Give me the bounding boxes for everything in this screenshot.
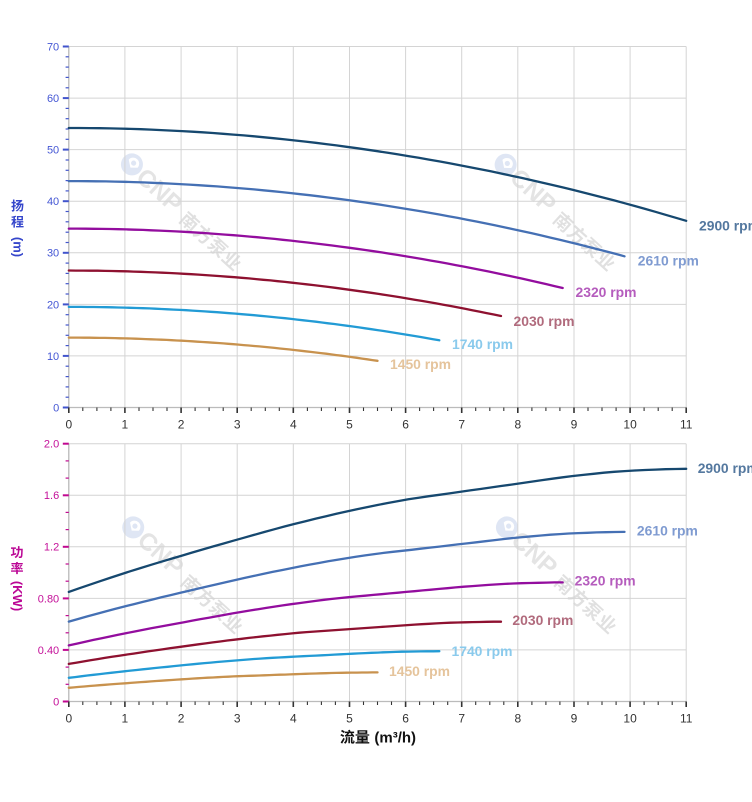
svg-text:5: 5 [346,418,353,432]
svg-text:2320 rpm: 2320 rpm [575,573,636,589]
svg-text:50: 50 [47,145,59,157]
svg-text:2030 rpm: 2030 rpm [512,612,573,628]
svg-text:5: 5 [346,712,353,726]
svg-text:7: 7 [458,418,465,432]
svg-text:1740 rpm: 1740 rpm [452,643,513,659]
svg-text:(m³/h): (m³/h) [374,730,416,747]
svg-text:2320 rpm: 2320 rpm [576,284,637,300]
svg-text:30: 30 [47,248,59,260]
svg-text:11: 11 [680,418,693,432]
svg-text:2610 rpm: 2610 rpm [638,253,699,269]
svg-text:1.6: 1.6 [44,490,59,502]
svg-text:20: 20 [47,299,59,311]
svg-text:1450 rpm: 1450 rpm [390,356,451,372]
svg-text:70: 70 [47,41,59,53]
svg-text:0: 0 [53,402,59,414]
svg-text:60: 60 [47,93,59,105]
svg-text:4: 4 [290,712,297,726]
svg-text:4: 4 [290,418,297,432]
svg-text:10: 10 [47,351,59,363]
svg-text:1: 1 [122,418,129,432]
svg-text:9: 9 [571,712,578,726]
svg-text:6: 6 [402,712,409,726]
svg-text:2.0: 2.0 [44,439,59,451]
svg-text:1740 rpm: 1740 rpm [452,336,513,352]
svg-text:2900 rpm: 2900 rpm [698,460,752,476]
svg-text:10: 10 [623,418,637,432]
svg-text:8: 8 [514,418,521,432]
svg-text:1450 rpm: 1450 rpm [389,663,450,679]
svg-text:3: 3 [234,712,241,726]
svg-text:1.2: 1.2 [44,542,59,554]
svg-text:7: 7 [458,712,465,726]
svg-text:10: 10 [623,712,637,726]
svg-text:0: 0 [53,696,59,708]
svg-text:0.80: 0.80 [38,593,59,605]
svg-text:9: 9 [571,418,578,432]
svg-text:2030 rpm: 2030 rpm [514,313,575,329]
svg-text:(KW): (KW) [10,581,25,611]
svg-text:6: 6 [402,418,409,432]
svg-text:2: 2 [178,418,185,432]
svg-text:0.40: 0.40 [38,645,59,657]
svg-text:2610 rpm: 2610 rpm [637,523,698,539]
svg-text:0: 0 [65,418,72,432]
svg-text:1: 1 [122,712,129,726]
svg-text:3: 3 [234,418,241,432]
svg-text:8: 8 [514,712,521,726]
svg-text:2900 rpm: 2900 rpm [699,217,752,233]
svg-text:2: 2 [178,712,185,726]
svg-text:40: 40 [47,196,59,208]
svg-text:0: 0 [65,712,72,726]
svg-text:11: 11 [680,712,693,726]
svg-text:(m): (m) [11,237,26,257]
